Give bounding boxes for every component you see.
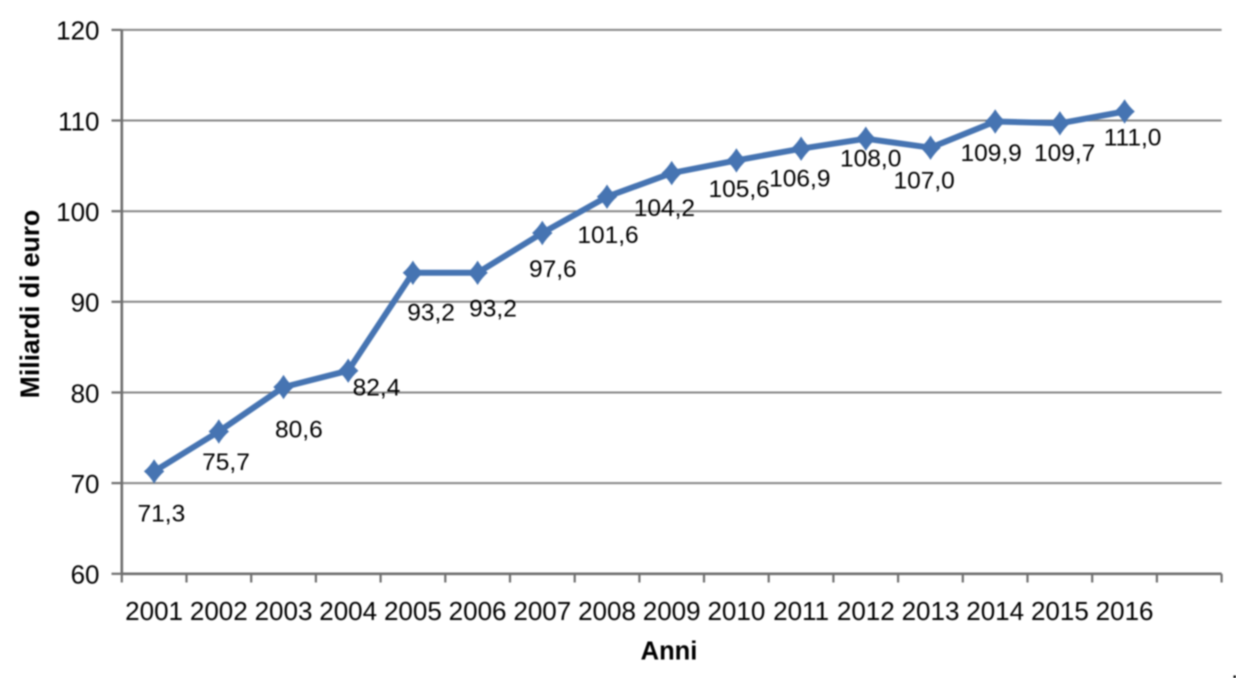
svg-text:104,2: 104,2 [634,195,695,222]
svg-text:2007: 2007 [513,596,571,626]
svg-text:101,6: 101,6 [577,222,638,249]
svg-text:2013: 2013 [902,596,960,626]
svg-text:2015: 2015 [1031,596,1089,626]
svg-text:2012: 2012 [837,596,895,626]
svg-text:2009: 2009 [643,596,701,626]
svg-text:2004: 2004 [319,596,377,626]
svg-text:90: 90 [71,288,100,318]
svg-text:93,2: 93,2 [469,296,517,323]
svg-text:2014: 2014 [966,596,1024,626]
svg-text:2008: 2008 [578,596,636,626]
svg-text:2002: 2002 [190,596,248,626]
svg-text:80,6: 80,6 [275,417,323,444]
svg-text:2006: 2006 [449,596,507,626]
svg-text:71,3: 71,3 [138,501,186,528]
svg-text:Miliardi di euro: Miliardi di euro [15,210,45,398]
svg-text:80: 80 [71,378,100,408]
svg-text:2003: 2003 [255,596,313,626]
svg-text:105,6: 105,6 [708,176,769,203]
svg-text:109,9: 109,9 [960,140,1021,167]
svg-text:110: 110 [58,106,99,136]
svg-text:100: 100 [56,197,99,227]
svg-text:82,4: 82,4 [353,375,401,402]
svg-text:Anni: Anni [641,638,698,666]
svg-text:93,2: 93,2 [407,300,455,327]
svg-text:107,0: 107,0 [893,168,954,195]
svg-text:75,7: 75,7 [202,449,250,476]
svg-text:2016: 2016 [1096,596,1154,626]
svg-text:106,9: 106,9 [769,166,830,193]
svg-text:97,6: 97,6 [529,256,577,283]
svg-text:108,0: 108,0 [840,146,901,173]
svg-text:70: 70 [71,469,100,499]
svg-text:111,0: 111,0 [1104,125,1162,152]
svg-text:2001: 2001 [125,596,183,626]
svg-text:2011: 2011 [773,596,829,626]
svg-text:2005: 2005 [384,596,442,626]
svg-text:120: 120 [56,16,99,46]
svg-text:2010: 2010 [707,596,765,626]
svg-text:60: 60 [71,560,100,590]
svg-text:109,7: 109,7 [1034,140,1095,167]
